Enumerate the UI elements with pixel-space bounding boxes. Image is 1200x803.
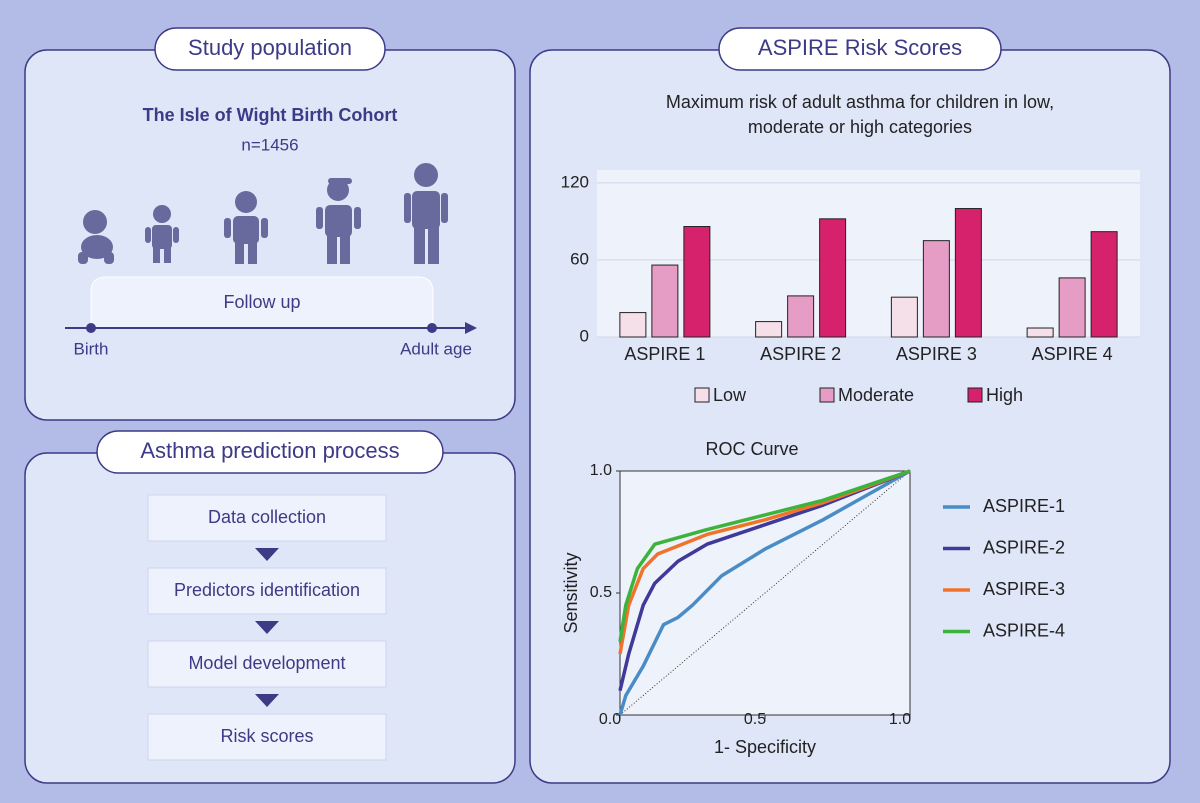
x-tick-label: 0.5 (744, 711, 766, 728)
reference-diagonal (619, 470, 911, 716)
bar-title-box: Maximum risk of adult asthma for childre… (665, 92, 1055, 137)
bar (922, 240, 950, 338)
legend-swatch (694, 387, 710, 403)
step-arrow (255, 548, 279, 561)
process-pill (96, 430, 444, 474)
roc-line (618, 469, 911, 655)
process-steps: Data collection Predictors identification… (147, 494, 387, 761)
cohort-name: The Isle of Wight Birth Cohort (143, 105, 398, 125)
bar (683, 226, 711, 338)
study-title: Study population (188, 35, 352, 60)
x-tick-label: 1.0 (889, 711, 911, 728)
aspire-title: ASPIRE Risk Scores (758, 35, 962, 60)
step-box (147, 640, 387, 688)
roc-chart: ROC Curve 1- Specificity Sensitivity 0.0 0.5… (561, 439, 1065, 757)
legend-label: ASPIRE-2 (983, 537, 1065, 557)
bar (787, 295, 815, 338)
x-axis-label: 1- Specificity (714, 737, 816, 757)
bar (755, 321, 783, 338)
x-tick-label: 0.0 (599, 711, 621, 728)
bar (619, 312, 647, 338)
roc-line (618, 469, 911, 692)
process-title: Asthma prediction process (140, 438, 399, 463)
roc-title: ROC Curve (705, 439, 798, 459)
legend-label: High (986, 385, 1023, 405)
birth-label: Birth (74, 339, 109, 358)
step-label: Predictors identification (174, 580, 360, 600)
legend-label: ASPIRE-3 (983, 579, 1065, 599)
bar (1058, 277, 1086, 338)
people-icons (78, 163, 448, 264)
roc-line (618, 469, 911, 716)
y-tick-label: 0.5 (590, 584, 612, 601)
bar-plot-area (597, 170, 1140, 337)
step-label: Data collection (208, 507, 326, 527)
step-box (147, 713, 387, 761)
bar (1090, 231, 1118, 338)
adult-dot (427, 323, 437, 333)
legend-label: ASPIRE-1 (983, 496, 1065, 516)
bar-chart-title: Maximum risk of adult asthma for childre… (665, 92, 1055, 137)
step-box (147, 494, 387, 542)
step-label: Model development (188, 653, 345, 673)
y-axis-label: Sensitivity (561, 552, 581, 633)
legend-label: Low (713, 385, 747, 405)
study-pill (154, 27, 386, 71)
legend-swatch (967, 387, 983, 403)
cohort-size: n=1456 (241, 135, 298, 154)
y-tick-label: 1.0 (590, 462, 612, 479)
y-tick-label: 60 (570, 249, 589, 268)
legend-label: ASPIRE-4 (983, 620, 1065, 640)
bar (819, 218, 847, 338)
roc-line (618, 469, 911, 643)
step-label: Risk scores (220, 726, 313, 746)
x-tick-label: ASPIRE 1 (624, 344, 705, 364)
step-arrow (255, 694, 279, 707)
bar (1026, 327, 1054, 338)
bar (954, 208, 982, 338)
bar-chart: 0 60 120 ASPIRE 1 ASPIRE 2 ASPIRE 3 ASPIRE 4 Lo… (561, 172, 1140, 405)
x-tick-label: ASPIRE 4 (1032, 344, 1113, 364)
bar (890, 296, 918, 338)
birth-dot (86, 323, 96, 333)
legend-swatch (819, 387, 835, 403)
y-tick-label: 0 (580, 326, 589, 345)
aspire-pill (718, 27, 1002, 71)
legend-label: Moderate (838, 385, 914, 405)
adult-label: Adult age (400, 339, 472, 358)
y-tick-label: 120 (561, 172, 589, 191)
step-arrow (255, 621, 279, 634)
x-tick-label: ASPIRE 3 (896, 344, 977, 364)
follow-up-box (90, 276, 434, 329)
step-box (147, 567, 387, 615)
follow-up-label: Follow up (223, 292, 300, 312)
x-tick-label: ASPIRE 2 (760, 344, 841, 364)
timeline-arrow (465, 322, 477, 334)
bar (651, 264, 679, 338)
